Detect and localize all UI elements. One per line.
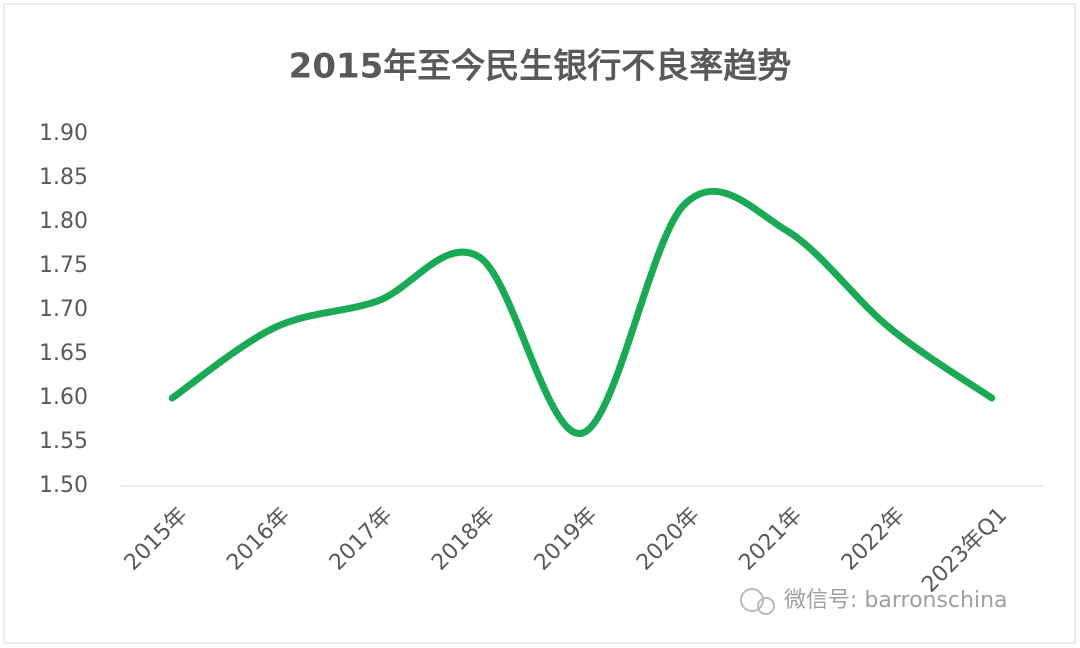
watermark-icon	[740, 588, 764, 612]
y-tick-label: 1.90	[39, 121, 88, 146]
y-tick-label: 1.75	[39, 253, 88, 278]
y-tick-label: 1.80	[39, 209, 88, 234]
watermark-icon	[757, 597, 775, 615]
chart-title: 2015年至今民生银行不良率趋势	[289, 47, 792, 87]
y-tick-label: 1.55	[39, 429, 88, 454]
watermark-text: 微信号: barronschina	[784, 588, 1008, 613]
y-tick-label: 1.60	[39, 385, 88, 410]
data-line	[168, 187, 996, 437]
y-tick-label: 1.70	[39, 297, 88, 322]
chart-frame	[3, 3, 1076, 644]
y-tick-label: 1.85	[39, 165, 88, 190]
y-tick-label: 1.50	[39, 473, 88, 498]
y-tick-label: 1.65	[39, 341, 88, 366]
watermark: 微信号: barronschina	[740, 588, 1008, 615]
